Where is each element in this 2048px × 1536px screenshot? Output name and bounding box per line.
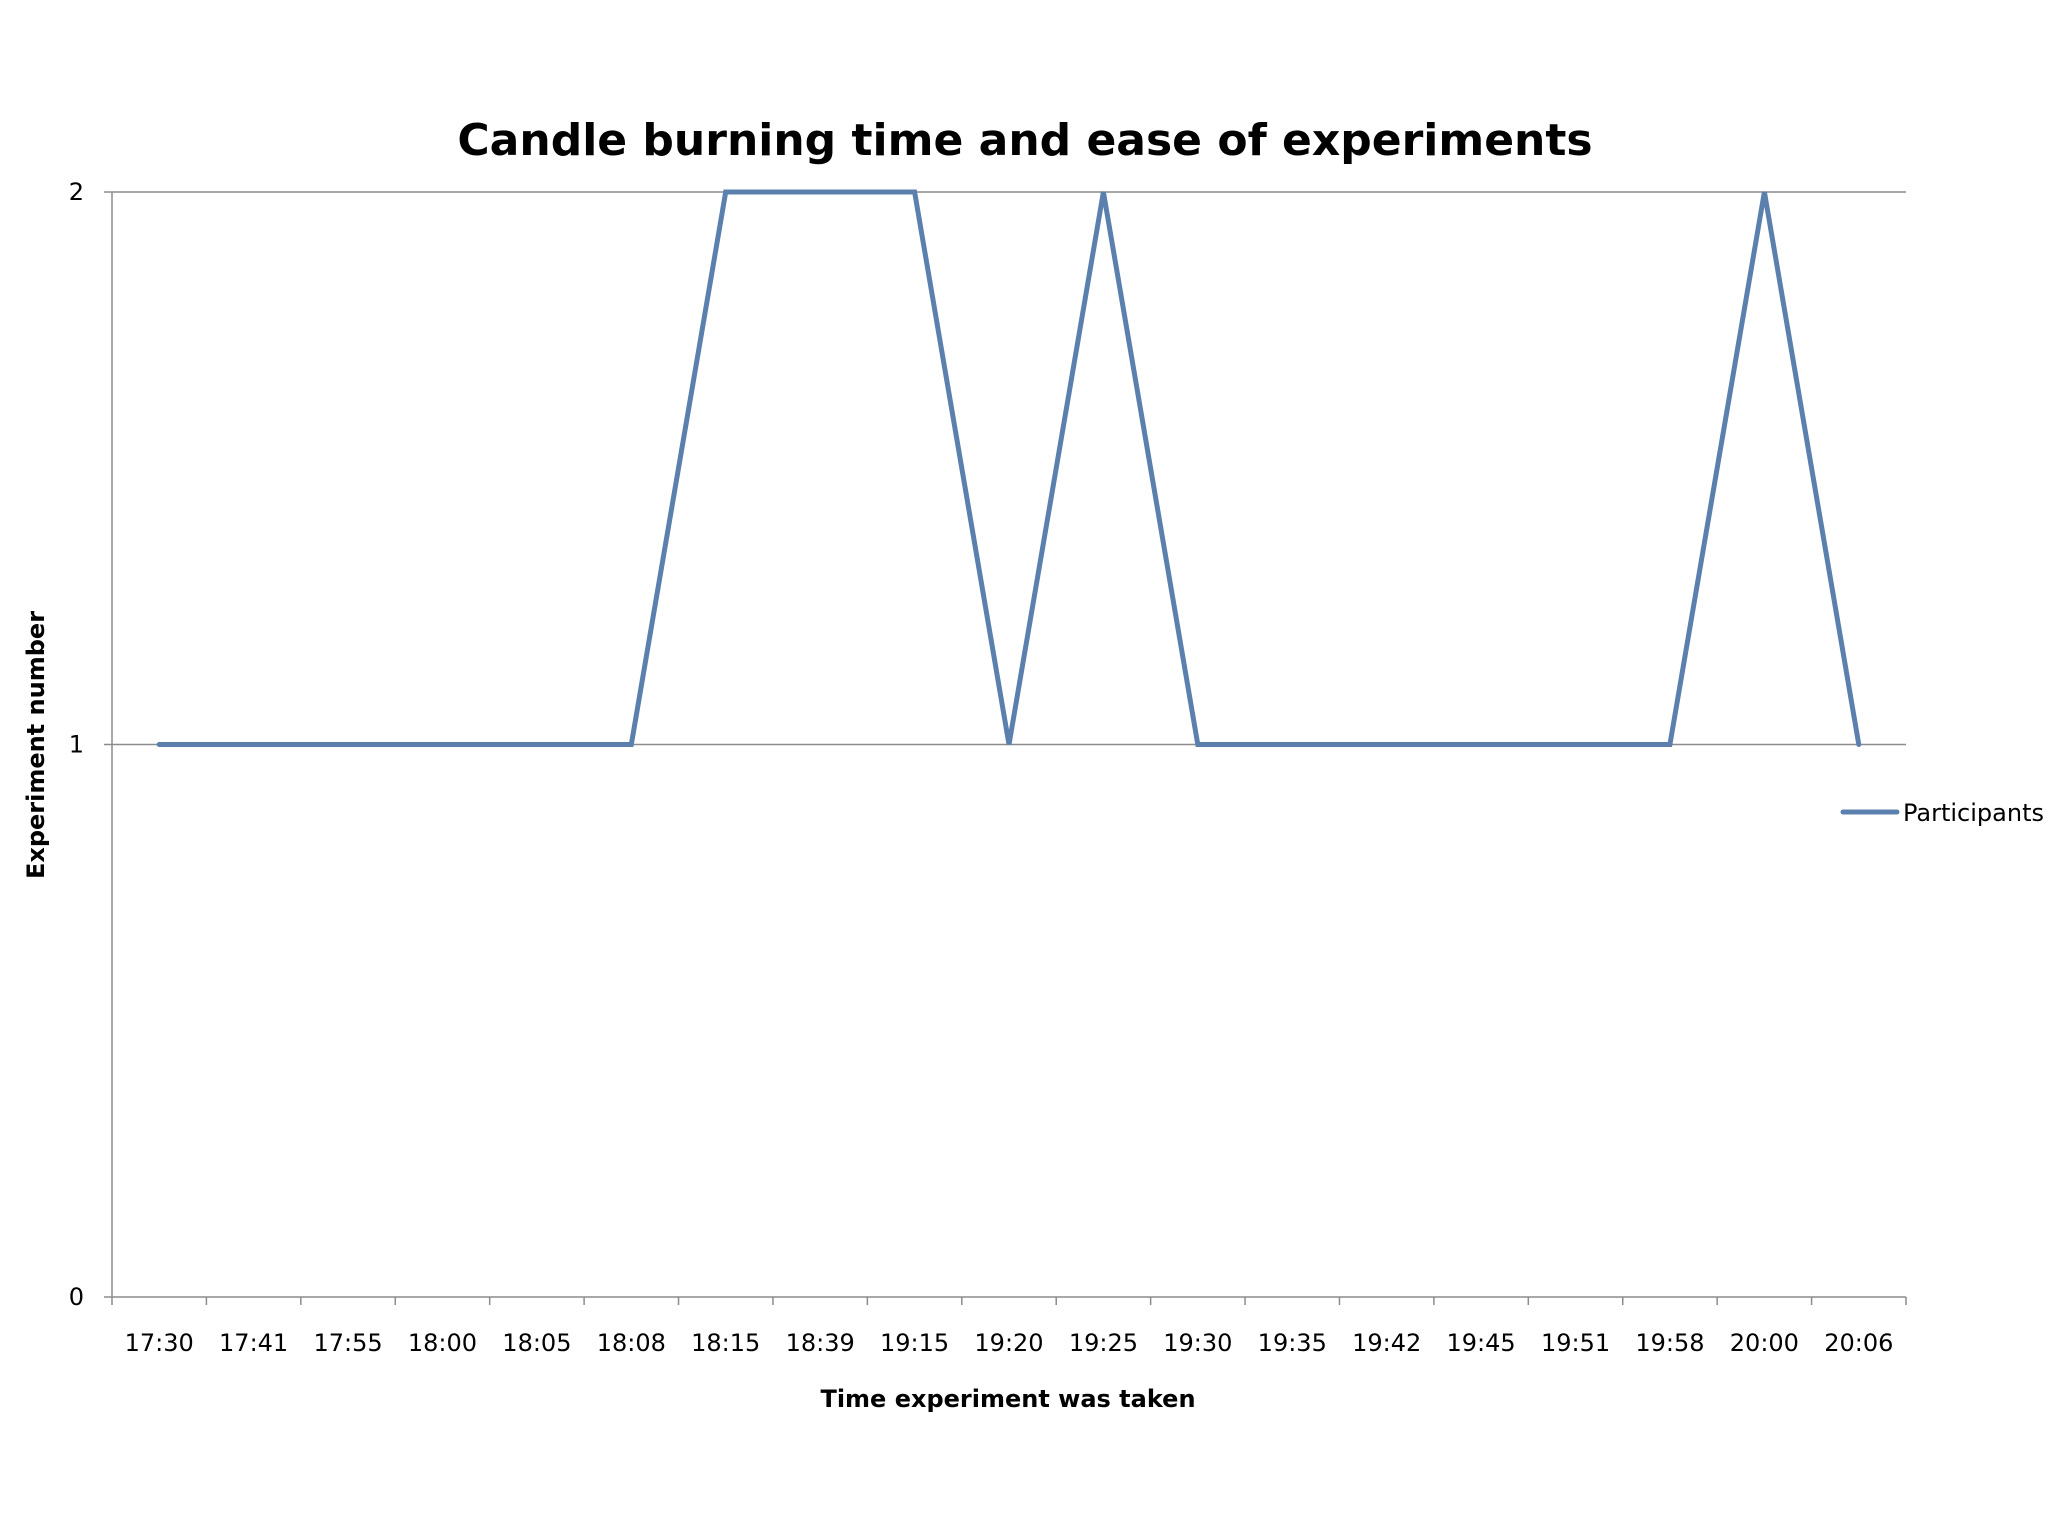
- x-tick-label: 20:06: [1824, 1329, 1893, 1357]
- x-tick-label: 18:15: [691, 1329, 760, 1357]
- y-axis-title: Experiment number: [22, 611, 50, 879]
- x-tick-label: 19:51: [1541, 1329, 1610, 1357]
- x-tick-label: 18:08: [597, 1329, 666, 1357]
- gridlines: [112, 191, 1906, 746]
- series-lines: [156, 189, 1862, 747]
- x-tick-label: 20:00: [1730, 1329, 1799, 1357]
- y-tick-label: 2: [69, 178, 84, 206]
- x-tick-label: 19:45: [1447, 1329, 1516, 1357]
- x-tick-label: 18:00: [408, 1329, 477, 1357]
- x-tick-label: 19:20: [974, 1329, 1043, 1357]
- x-tick-label: 19:42: [1352, 1329, 1421, 1357]
- x-tick-label: 17:30: [125, 1329, 194, 1357]
- chart-title: Candle burning time and ease of experime…: [457, 115, 1592, 166]
- x-tick-label: 17:41: [219, 1329, 288, 1357]
- y-tick-label: 1: [69, 731, 84, 759]
- legend: Participants: [1840, 799, 2044, 827]
- x-tick-label: 19:35: [1258, 1329, 1327, 1357]
- x-tick-label: 19:58: [1635, 1329, 1704, 1357]
- y-tick-label: 0: [69, 1283, 84, 1311]
- x-tick-label: 19:15: [880, 1329, 949, 1357]
- x-tick-label: 18:05: [502, 1329, 571, 1357]
- x-tick-label: 18:39: [786, 1329, 855, 1357]
- x-axis-ticks: 17:30 17:41 17:55 18:00 18:05 18:08 18:15 18:39…: [111, 1297, 1907, 1357]
- series-line-participants: [156, 189, 1862, 747]
- x-tick-label: 19:30: [1163, 1329, 1232, 1357]
- x-tick-label: 19:25: [1069, 1329, 1138, 1357]
- x-tick-label: 17:55: [313, 1329, 382, 1357]
- x-axis-title: Time experiment was taken: [820, 1385, 1195, 1413]
- legend-label-participants: Participants: [1903, 799, 2044, 827]
- y-axis-ticks: 0 1 2: [69, 178, 112, 1311]
